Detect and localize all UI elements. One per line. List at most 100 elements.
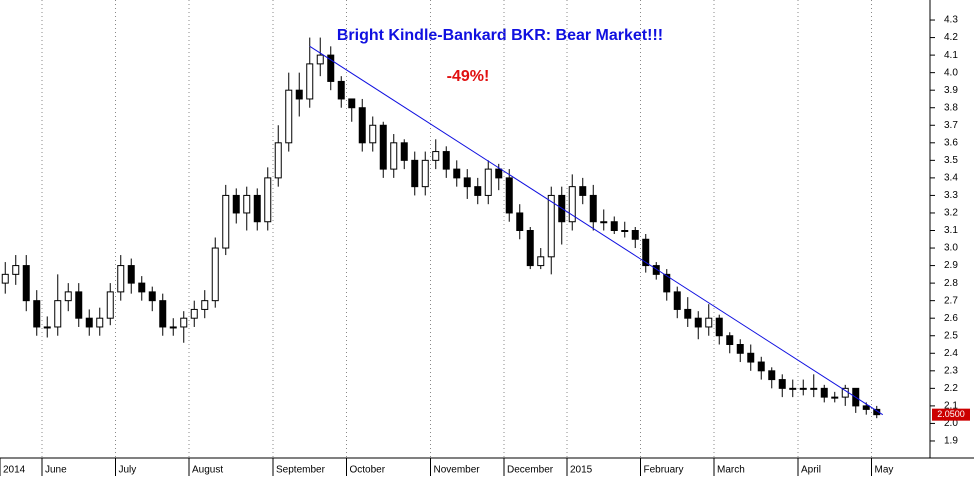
candle-body (736, 344, 744, 354)
candle-body (127, 265, 135, 284)
candle-body (474, 186, 482, 196)
candle-body (831, 396, 839, 399)
y-tick-label: 3.0 (944, 243, 958, 254)
candle-body (789, 387, 797, 390)
candle-body (327, 54, 335, 82)
candle-body (705, 317, 713, 328)
x-tick-label: November (434, 465, 481, 476)
candle-body (337, 80, 345, 100)
y-tick-label: 2.8 (944, 278, 958, 289)
candle-body (757, 361, 765, 372)
y-tick-label: 3.5 (944, 155, 958, 166)
candle-body (54, 300, 62, 328)
y-tick-label: 4.2 (944, 32, 958, 43)
candle-body (820, 387, 828, 398)
y-tick-label: 2.2 (944, 383, 958, 394)
candle-body (673, 291, 681, 310)
candle-body (432, 151, 440, 161)
candle-body (862, 405, 870, 410)
candle-body (169, 326, 177, 329)
candle-body (201, 300, 209, 310)
y-tick-label: 4.3 (944, 15, 958, 26)
candle-body (22, 265, 30, 302)
candle-body (505, 177, 513, 214)
candle-body (211, 247, 219, 302)
candle-body (799, 387, 807, 390)
candle-body (411, 159, 419, 188)
candle-body (232, 194, 240, 214)
candle-body (715, 317, 723, 337)
y-tick-label: 3.2 (944, 208, 958, 219)
candle-body (600, 221, 608, 224)
x-tick-label: April (801, 465, 821, 476)
x-tick-label: May (875, 465, 894, 476)
candle-body (96, 317, 104, 328)
x-tick-label: December (507, 465, 554, 476)
candle-body (684, 308, 692, 319)
annotation: -49%! (447, 68, 490, 85)
y-tick-label: 2.5 (944, 330, 958, 341)
candle-body (117, 265, 125, 293)
candle-body (106, 291, 114, 319)
candle-body (159, 300, 167, 328)
candle-body (652, 265, 660, 275)
x-tick-label: June (45, 465, 67, 476)
candle-body (421, 159, 429, 188)
candle-body (873, 408, 881, 416)
candle-body (316, 54, 324, 65)
candle-body (75, 291, 83, 319)
candle-body (526, 230, 534, 267)
candle-body (243, 194, 251, 214)
y-tick-label: 2.4 (944, 348, 958, 359)
x-tick-label: July (119, 465, 137, 476)
candle-body (631, 230, 639, 240)
candle-body (390, 142, 398, 170)
candle-body (264, 177, 272, 223)
x-tick-label: February (644, 465, 684, 476)
x-tick-label: September (276, 465, 326, 476)
y-tick-label: 4.1 (944, 50, 958, 61)
candle-body (694, 317, 702, 328)
candle-body (12, 265, 20, 275)
candle-body (295, 89, 303, 100)
y-tick-label: 2.1 (944, 401, 958, 412)
candle-body (463, 177, 471, 188)
candle-body (400, 142, 408, 161)
trendline (309, 45, 884, 416)
candle-body (747, 352, 755, 363)
candle-body (442, 151, 450, 170)
candle-body (148, 291, 156, 302)
candle-body (453, 168, 461, 179)
candle-body (1, 273, 9, 284)
candle-body (138, 282, 146, 293)
x-tick-label: October (350, 465, 386, 476)
chart-title: Bright Kindle-Bankard BKR: Bear Market!!… (337, 27, 663, 44)
candle-body (369, 124, 377, 144)
candle-body (610, 221, 618, 231)
candle-body (64, 291, 72, 302)
candle-body (222, 194, 230, 249)
candle-body (85, 317, 93, 328)
candle-body (579, 186, 587, 196)
y-tick-label: 2.6 (944, 313, 958, 324)
y-tick-label: 3.7 (944, 120, 958, 131)
x-tick-label: 2015 (570, 465, 593, 476)
candle-body (537, 256, 545, 267)
candle-body (484, 168, 492, 196)
y-tick-label: 3.3 (944, 190, 958, 201)
candle-body (274, 142, 282, 179)
x-tick-label: August (192, 465, 223, 476)
candle-body (43, 326, 51, 329)
candle-body (33, 300, 41, 328)
candle-body (516, 212, 524, 231)
last-price-label: 2.0500 (937, 409, 965, 419)
candle-body (180, 317, 188, 328)
candle-body (285, 89, 293, 144)
candle-body (768, 370, 776, 381)
y-tick-label: 2.3 (944, 365, 958, 376)
candle-body (358, 107, 366, 144)
candle-body (568, 186, 576, 223)
last-price-box (932, 408, 970, 421)
